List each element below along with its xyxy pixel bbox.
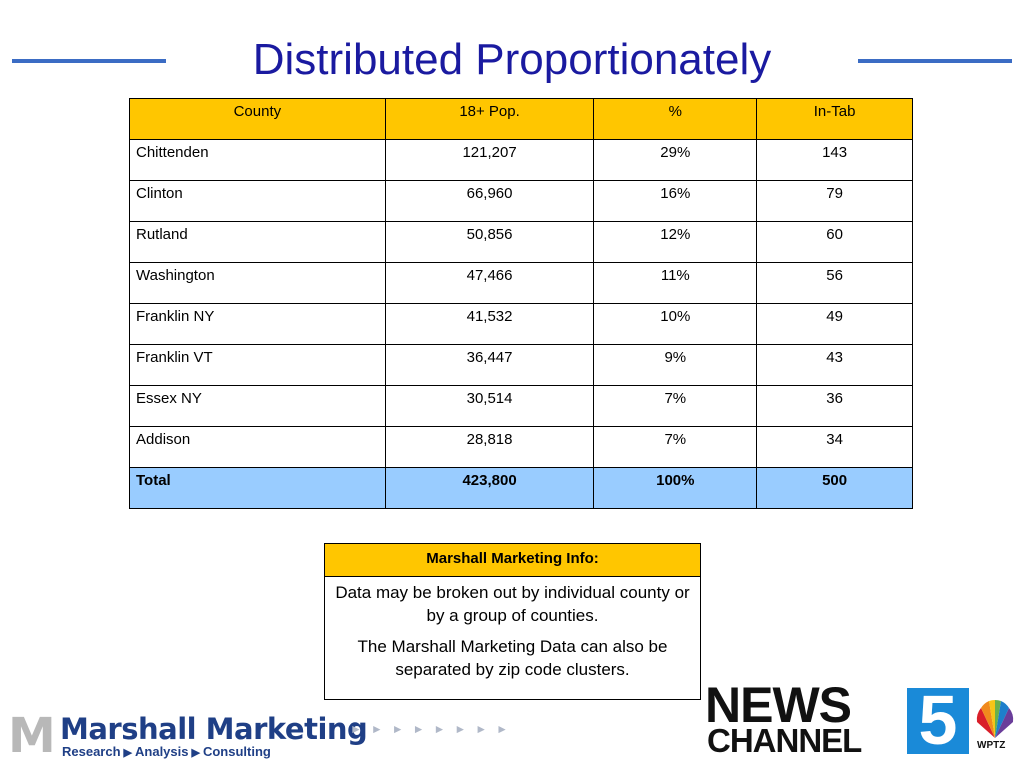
header-percent: % <box>593 98 758 140</box>
total-intab-cell: 500 <box>756 467 913 509</box>
pop-cell: 47,466 <box>384 262 595 304</box>
pop-cell: 36,447 <box>384 344 595 386</box>
table-row: Franklin VT 36,447 9% 43 <box>129 344 913 386</box>
percent-cell: 10% <box>593 303 758 345</box>
mm-tag-research: Research <box>62 744 121 759</box>
decorative-arrows-icon: ►►►►►►►► <box>350 722 518 736</box>
peacock-icon <box>976 699 1014 738</box>
table-row: Chittenden 121,207 29% 143 <box>129 139 913 181</box>
page-title: Distributed Proportionately <box>252 35 772 84</box>
total-row: Total 423,800 100% 500 <box>129 467 913 509</box>
intab-cell: 143 <box>756 139 913 181</box>
intab-cell: 49 <box>756 303 913 345</box>
county-cell: Essex NY <box>129 385 386 427</box>
total-percent-cell: 100% <box>593 467 758 509</box>
mm-tag-analysis: Analysis <box>135 744 189 759</box>
intab-cell: 60 <box>756 221 913 263</box>
title-rule-right <box>858 59 1012 63</box>
county-cell: Franklin NY <box>129 303 386 345</box>
county-cell: Franklin VT <box>129 344 386 386</box>
pop-cell: 30,514 <box>384 385 595 427</box>
mm-monogram-icon: M <box>8 708 56 764</box>
intab-cell: 36 <box>756 385 913 427</box>
total-label-cell: Total <box>129 467 386 509</box>
county-cell: Addison <box>129 426 386 468</box>
intab-cell: 34 <box>756 426 913 468</box>
mm-logo-name: Marshall Marketing <box>60 712 368 746</box>
intab-cell: 79 <box>756 180 913 222</box>
county-cell: Clinton <box>129 180 386 222</box>
table-row: Essex NY 30,514 7% 36 <box>129 385 913 427</box>
channel-number-box: 5 <box>907 682 969 758</box>
info-box-paragraph-2: The Marshall Marketing Data can also be … <box>357 637 668 679</box>
intab-cell: 56 <box>756 262 913 304</box>
percent-cell: 29% <box>593 139 758 181</box>
title-rule-left <box>12 59 166 63</box>
table-header-row: County 18+ Pop. % In-Tab <box>129 98 913 140</box>
mm-tag-consulting: Consulting <box>202 744 271 759</box>
call-letters: WPTZ <box>977 740 1006 751</box>
county-cell: Rutland <box>129 221 386 263</box>
table-row: Franklin NY 41,532 10% 49 <box>129 303 913 345</box>
percent-cell: 16% <box>593 180 758 222</box>
county-cell: Chittenden <box>129 139 386 181</box>
info-box: Marshall Marketing Info: Data may be bro… <box>324 543 701 700</box>
table-row: Washington 47,466 11% 56 <box>129 262 913 304</box>
total-pop-cell: 423,800 <box>384 467 595 509</box>
header-pop: 18+ Pop. <box>384 98 595 140</box>
info-box-heading: Marshall Marketing Info: <box>325 544 700 577</box>
percent-cell: 7% <box>593 385 758 427</box>
table-row: Rutland 50,856 12% 60 <box>129 221 913 263</box>
news-channel-5-logo: NEWS CHANNEL 5 WPTZ <box>705 680 1020 760</box>
county-cell: Washington <box>129 262 386 304</box>
pop-cell: 121,207 <box>384 139 595 181</box>
intab-cell: 43 <box>756 344 913 386</box>
percent-cell: 11% <box>593 262 758 304</box>
table-row: Clinton 66,960 16% 79 <box>129 180 913 222</box>
county-table: County 18+ Pop. % In-Tab Chittenden 121,… <box>129 98 913 509</box>
mm-logo-tagline: Research ▶ Analysis ▶ Consulting <box>62 744 271 761</box>
arrow-icon: ▶ <box>191 747 200 759</box>
news-wordmark: NEWS <box>705 677 852 733</box>
info-box-paragraph-1: Data may be broken out by individual cou… <box>335 583 690 625</box>
pop-cell: 66,960 <box>384 180 595 222</box>
pop-cell: 50,856 <box>384 221 595 263</box>
channel-number: 5 <box>918 681 958 759</box>
header-county: County <box>129 98 386 140</box>
table-row: Addison 28,818 7% 34 <box>129 426 913 468</box>
pop-cell: 41,532 <box>384 303 595 345</box>
percent-cell: 12% <box>593 221 758 263</box>
percent-cell: 9% <box>593 344 758 386</box>
channel-wordmark: CHANNEL <box>707 722 862 759</box>
header-intab: In-Tab <box>756 98 913 140</box>
pop-cell: 28,818 <box>384 426 595 468</box>
arrow-icon: ▶ <box>123 747 133 759</box>
percent-cell: 7% <box>593 426 758 468</box>
marshall-marketing-logo: M Marshall Marketing Research ▶ Analysis ▶ C… <box>8 708 368 764</box>
